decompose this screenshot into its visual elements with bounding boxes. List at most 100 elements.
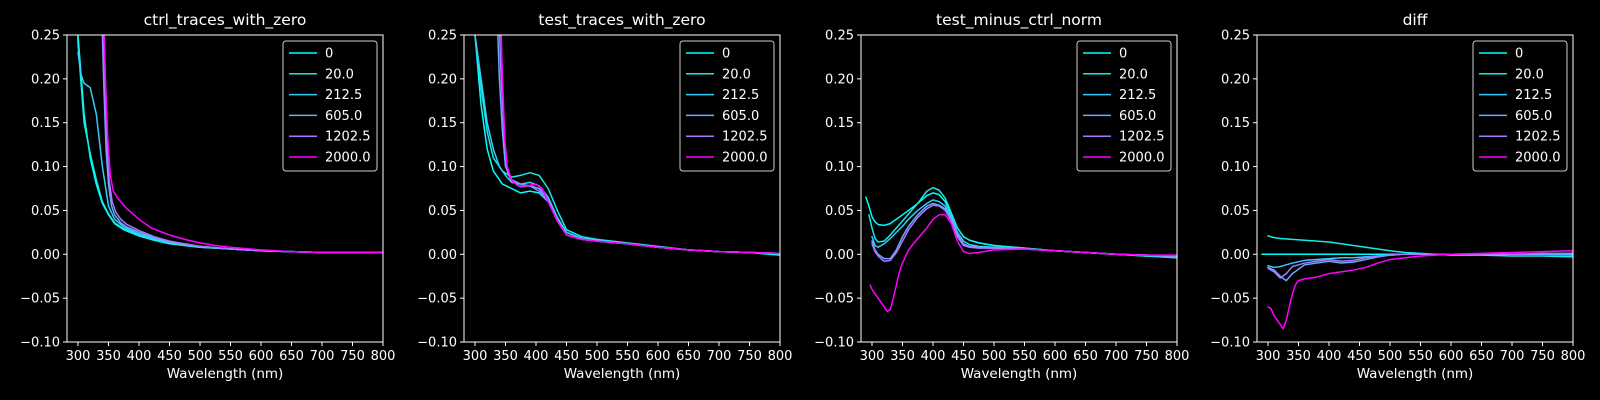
y-tick-label: 0.15 xyxy=(1221,116,1250,131)
y-tick-label: 0.15 xyxy=(31,116,60,131)
x-tick-label: 450 xyxy=(1347,349,1372,364)
axes-frame xyxy=(860,34,1178,343)
y-tick-label: 0.20 xyxy=(31,72,60,87)
legend-label-2000.0: 2000.0 xyxy=(1119,151,1165,166)
axes-frame xyxy=(1256,34,1574,343)
legend-label-212.5: 212.5 xyxy=(722,88,759,103)
panel-title: diff xyxy=(1403,11,1428,29)
x-tick-label: 350 xyxy=(96,349,121,364)
x-tick-label: 800 xyxy=(1561,349,1586,364)
legend-label-1202.5: 1202.5 xyxy=(325,130,371,145)
x-tick-label: 700 xyxy=(1500,349,1525,364)
legend-label-1202.5: 1202.5 xyxy=(722,130,768,145)
series-line-2000.0 xyxy=(1267,250,1573,330)
x-tick-label: 500 xyxy=(1378,349,1403,364)
series-line-2000.0 xyxy=(500,35,780,255)
x-tick-label: 600 xyxy=(1439,349,1464,364)
y-tick-label: 0.20 xyxy=(1221,72,1250,87)
x-tick-label: 400 xyxy=(524,349,549,364)
axes-frame xyxy=(463,34,781,343)
y-tick-label: 0.25 xyxy=(1221,29,1250,44)
legend-label-2000.0: 2000.0 xyxy=(1515,151,1561,166)
legend: 0 20.0 212.5 605.0 1202.5 2000.0 xyxy=(679,40,775,172)
legend-label-20.0: 20.0 xyxy=(1515,67,1544,82)
x-tick-label: 400 xyxy=(127,349,152,364)
x-tick-label: 650 xyxy=(676,349,701,364)
x-tick-label: 300 xyxy=(463,349,488,364)
y-tick-label: 0.25 xyxy=(428,29,457,44)
y-tick-label: −0.10 xyxy=(417,336,457,351)
legend-label-0: 0 xyxy=(325,47,333,62)
plot-area xyxy=(76,35,383,254)
x-tick-label: 750 xyxy=(1530,349,1555,364)
y-tick-label: 0.20 xyxy=(825,72,854,87)
x-tick-label: 800 xyxy=(1165,349,1190,364)
y-tick-label: 0.00 xyxy=(825,248,854,263)
x-tick-label: 350 xyxy=(890,349,915,364)
x-tick-label: 450 xyxy=(157,349,182,364)
legend-label-0: 0 xyxy=(722,47,730,62)
x-tick-label: 700 xyxy=(707,349,732,364)
y-tick-label: −0.05 xyxy=(20,292,60,307)
y-tick-label: 0.25 xyxy=(825,29,854,44)
x-tick-label: 700 xyxy=(310,349,335,364)
x-axis-title: Wavelength (nm) xyxy=(1357,366,1474,382)
x-tick-label: 500 xyxy=(585,349,610,364)
legend-label-1202.5: 1202.5 xyxy=(1515,130,1561,145)
legend: 0 20.0 212.5 605.0 1202.5 2000.0 xyxy=(1472,40,1568,172)
x-tick-label: 550 xyxy=(615,349,640,364)
y-tick-label: 0.00 xyxy=(31,248,60,263)
x-tick-label: 550 xyxy=(1408,349,1433,364)
x-tick-label: 600 xyxy=(646,349,671,364)
y-tick-label: −0.10 xyxy=(1210,336,1250,351)
x-tick-label: 750 xyxy=(737,349,762,364)
x-tick-label: 450 xyxy=(554,349,579,364)
x-tick-label: 600 xyxy=(1043,349,1068,364)
legend-label-605.0: 605.0 xyxy=(722,109,759,124)
legend-label-212.5: 212.5 xyxy=(1119,88,1156,103)
y-tick-label: 0.00 xyxy=(1221,248,1250,263)
y-tick-label: −0.05 xyxy=(1210,292,1250,307)
legend: 0 20.0 212.5 605.0 1202.5 2000.0 xyxy=(1076,40,1172,172)
x-tick-label: 500 xyxy=(188,349,213,364)
x-tick-label: 800 xyxy=(768,349,793,364)
legend-label-605.0: 605.0 xyxy=(1119,109,1156,124)
legend-label-1202.5: 1202.5 xyxy=(1119,130,1165,145)
x-tick-label: 750 xyxy=(340,349,365,364)
y-tick-label: 0.05 xyxy=(31,204,60,219)
panel-3: 300 350 400 450 500 550 600 650 700 750 800 −0.10 −0… xyxy=(814,11,1189,382)
panel-title: test_minus_ctrl_norm xyxy=(936,11,1102,30)
legend-label-20.0: 20.0 xyxy=(722,67,751,82)
y-tick-label: 0.10 xyxy=(31,160,60,175)
x-tick-label: 500 xyxy=(982,349,1007,364)
x-tick-label: 600 xyxy=(249,349,274,364)
y-tick-label: −0.05 xyxy=(814,292,854,307)
legend-label-2000.0: 2000.0 xyxy=(325,151,371,166)
legend-label-212.5: 212.5 xyxy=(1515,88,1552,103)
x-axis-title: Wavelength (nm) xyxy=(564,366,681,382)
y-tick-label: 0.05 xyxy=(825,204,854,219)
series-line-2000.0 xyxy=(869,214,1177,313)
panel-title: test_traces_with_zero xyxy=(538,11,705,30)
legend-label-605.0: 605.0 xyxy=(1515,109,1552,124)
x-tick-label: 750 xyxy=(1134,349,1159,364)
plot-area xyxy=(474,35,780,256)
x-tick-label: 400 xyxy=(1317,349,1342,364)
panel-1: 300 350 400 450 500 550 600 650 700 750 800 −0.10 −0… xyxy=(20,11,395,382)
y-tick-label: 0.00 xyxy=(428,248,457,263)
plot-area xyxy=(865,186,1177,313)
x-tick-label: 650 xyxy=(1073,349,1098,364)
legend-label-20.0: 20.0 xyxy=(325,67,354,82)
legend-label-605.0: 605.0 xyxy=(325,109,362,124)
legend: 0 20.0 212.5 605.0 1202.5 2000.0 xyxy=(282,40,378,172)
series-line-20.0 xyxy=(1267,235,1573,258)
y-tick-label: 0.10 xyxy=(1221,160,1250,175)
panel-4: 300 350 400 450 500 550 600 650 700 750 800 −0.10 −0… xyxy=(1210,11,1585,382)
x-axis-title: Wavelength (nm) xyxy=(961,366,1078,382)
x-tick-label: 350 xyxy=(1286,349,1311,364)
legend-label-20.0: 20.0 xyxy=(1119,67,1148,82)
y-tick-label: 0.15 xyxy=(825,116,854,131)
y-tick-label: −0.10 xyxy=(814,336,854,351)
y-tick-label: 0.15 xyxy=(428,116,457,131)
y-tick-label: −0.05 xyxy=(417,292,457,307)
